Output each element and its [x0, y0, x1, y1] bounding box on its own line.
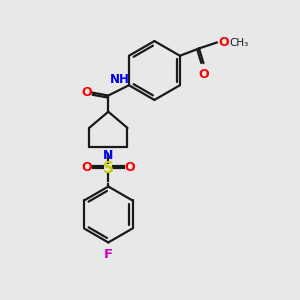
Text: CH₃: CH₃ [229, 38, 248, 47]
Text: O: O [198, 68, 209, 81]
Text: F: F [104, 248, 113, 261]
Text: NH: NH [110, 73, 130, 86]
Text: O: O [218, 36, 229, 49]
Text: O: O [124, 160, 135, 174]
Text: S: S [103, 161, 114, 176]
Text: O: O [82, 160, 92, 174]
Text: O: O [82, 86, 92, 99]
Text: N: N [103, 148, 113, 161]
